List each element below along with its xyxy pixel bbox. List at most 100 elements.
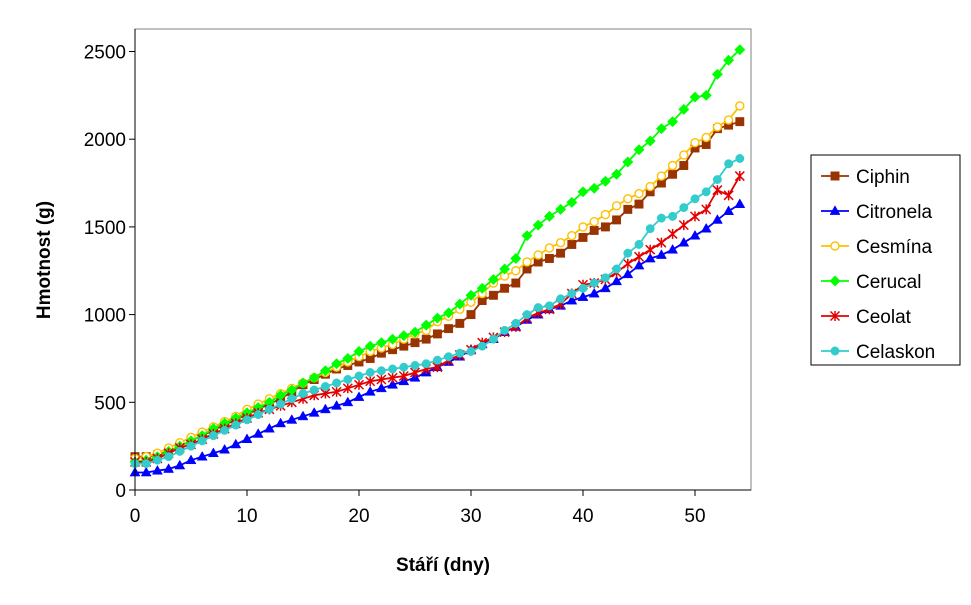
data-point <box>409 326 421 338</box>
data-point <box>420 319 432 331</box>
data-point <box>735 154 745 163</box>
data-point <box>634 188 644 199</box>
data-point <box>645 181 655 192</box>
data-point <box>735 101 745 111</box>
data-point <box>544 301 554 311</box>
data-point <box>466 346 476 356</box>
data-point <box>185 454 197 465</box>
data-point <box>701 187 711 197</box>
x-tick-label: 30 <box>460 506 481 527</box>
data-point <box>656 171 667 181</box>
data-point <box>331 400 343 410</box>
x-tick-label: 50 <box>684 506 705 527</box>
legend-label: Celaskon <box>856 342 935 363</box>
data-point <box>623 248 633 258</box>
data-point <box>700 222 712 233</box>
data-point <box>622 258 633 269</box>
data-point <box>533 303 543 313</box>
data-point <box>577 186 589 198</box>
data-point <box>711 214 723 224</box>
data-point <box>599 175 611 187</box>
data-point <box>242 415 252 425</box>
data-point <box>634 239 644 249</box>
legend-item: Citronela <box>821 202 932 223</box>
data-point <box>555 237 566 248</box>
data-point <box>398 330 410 342</box>
data-point <box>140 466 152 477</box>
y-tick-label: 2500 <box>84 43 126 64</box>
data-point <box>364 340 376 352</box>
series-celaskon <box>130 154 745 469</box>
data-point <box>286 414 298 424</box>
data-point <box>432 355 442 365</box>
data-point <box>511 318 521 328</box>
data-point <box>455 348 465 358</box>
plot-layer <box>129 44 746 477</box>
data-point <box>678 103 690 115</box>
data-point <box>431 312 443 324</box>
legend-marker <box>830 171 840 181</box>
data-point <box>376 366 386 376</box>
legend-label: Cerucal <box>856 272 921 293</box>
legend-marker <box>829 275 841 287</box>
data-point <box>308 407 320 417</box>
data-point <box>208 431 218 441</box>
data-point <box>388 364 398 374</box>
data-point <box>668 211 678 221</box>
data-point <box>701 132 711 143</box>
data-point <box>365 376 376 387</box>
data-point <box>163 463 175 473</box>
data-point <box>174 459 186 470</box>
data-point <box>622 156 634 168</box>
legend-item: Celaskon <box>821 342 935 363</box>
data-point <box>443 307 455 319</box>
data-point <box>297 410 309 421</box>
x-tick-label: 20 <box>348 506 369 527</box>
data-point <box>343 375 353 384</box>
data-point <box>375 382 387 393</box>
legend-box <box>810 154 961 366</box>
data-point <box>364 386 376 396</box>
data-point <box>555 203 567 215</box>
data-point <box>589 278 599 288</box>
legend-item: Ciphin <box>821 167 910 188</box>
legend-marker <box>829 205 841 215</box>
data-point <box>387 333 399 345</box>
data-point <box>298 389 308 398</box>
data-point <box>365 368 375 377</box>
data-point <box>712 185 723 196</box>
data-point <box>644 252 656 263</box>
y-tick-label: 1500 <box>84 218 126 239</box>
legend-marker <box>829 310 841 322</box>
legend-marker <box>830 346 840 356</box>
data-point <box>499 263 511 275</box>
data-point <box>353 391 365 401</box>
data-point <box>600 222 610 232</box>
data-point <box>645 244 656 255</box>
data-point <box>544 254 554 263</box>
data-point <box>500 283 510 293</box>
legend-label: Ceolat <box>856 307 912 328</box>
data-point <box>320 382 330 391</box>
data-point <box>600 273 610 283</box>
data-point <box>151 464 163 475</box>
data-point <box>220 425 230 435</box>
data-point <box>556 248 566 258</box>
data-point <box>488 290 498 300</box>
data-point <box>634 199 644 209</box>
data-point <box>331 358 343 370</box>
data-point <box>319 365 331 377</box>
data-point <box>487 273 499 286</box>
data-point <box>599 282 611 293</box>
data-point <box>252 428 264 438</box>
data-point <box>701 204 712 215</box>
data-point <box>667 243 679 254</box>
data-point <box>734 171 745 182</box>
legend: Ciphin Citronela Cesmína Cerucal Ceolat Celas… <box>810 154 961 366</box>
data-point <box>207 447 219 458</box>
data-point <box>241 433 253 443</box>
data-point <box>679 150 689 160</box>
data-point <box>667 116 679 128</box>
data-point <box>690 194 700 204</box>
